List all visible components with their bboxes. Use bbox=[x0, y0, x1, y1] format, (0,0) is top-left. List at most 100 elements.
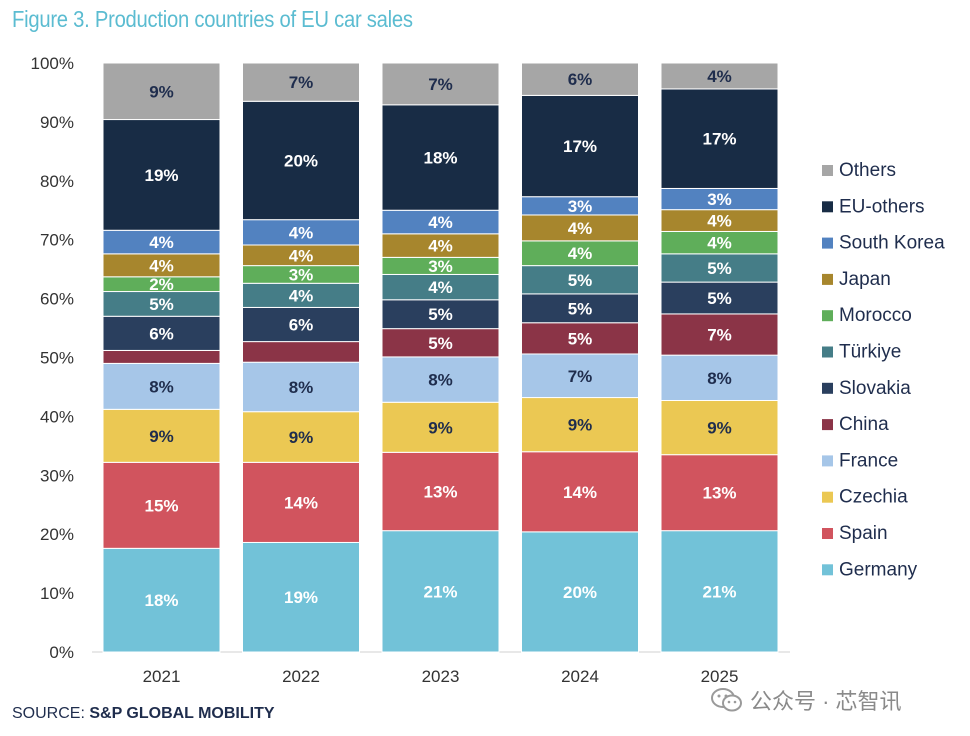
data-label: 15% bbox=[144, 496, 178, 515]
legend-swatch bbox=[822, 382, 833, 394]
data-label: 3% bbox=[428, 257, 453, 276]
x-tick-label: 2023 bbox=[422, 667, 460, 686]
legend-item: Morocco bbox=[822, 305, 912, 326]
data-label: 5% bbox=[568, 271, 593, 290]
y-tick-label: 80% bbox=[40, 172, 74, 191]
data-label: 17% bbox=[702, 130, 736, 149]
data-label: 7% bbox=[428, 75, 453, 94]
data-label: 3% bbox=[289, 265, 314, 284]
bar-segment bbox=[242, 411, 360, 463]
data-label: 17% bbox=[563, 137, 597, 156]
data-label: 4% bbox=[289, 246, 314, 265]
y-tick-label: 20% bbox=[40, 525, 74, 544]
data-label: 7% bbox=[568, 367, 593, 386]
data-label: 8% bbox=[289, 378, 314, 397]
x-tick-label: 2024 bbox=[561, 667, 599, 686]
bar-stack-2023: 21%13%9%8%5%5%4%3%4%4%18%7% bbox=[381, 62, 500, 653]
legend-item: Germany bbox=[822, 559, 918, 580]
data-label: 4% bbox=[289, 286, 314, 305]
data-label: 5% bbox=[428, 334, 453, 353]
data-label: 7% bbox=[707, 326, 732, 345]
data-label: 14% bbox=[563, 483, 597, 502]
legend-label: Slovakia bbox=[839, 378, 911, 399]
bar-segment bbox=[521, 293, 639, 324]
legend-item: EU-others bbox=[822, 196, 925, 217]
bar-segment bbox=[660, 354, 779, 401]
bar-segment bbox=[521, 240, 639, 267]
bar-segment bbox=[242, 219, 360, 246]
data-label: 9% bbox=[289, 428, 314, 447]
legend-swatch bbox=[822, 564, 833, 576]
data-label: 6% bbox=[149, 324, 174, 343]
y-tick-label: 100% bbox=[31, 54, 74, 73]
data-label: 4% bbox=[428, 278, 453, 297]
data-label: 5% bbox=[568, 329, 593, 348]
legend-label: Türkiye bbox=[839, 342, 901, 363]
bar-segment bbox=[242, 461, 360, 543]
bar-segment bbox=[102, 315, 221, 351]
watermark-text: 公众号 · 芯智讯 bbox=[750, 689, 902, 714]
data-label: 9% bbox=[568, 416, 593, 435]
data-label: 20% bbox=[284, 151, 318, 170]
chart-title: Figure 3. Production countries of EU car… bbox=[12, 6, 413, 32]
bar-segment bbox=[521, 451, 639, 533]
legend-swatch bbox=[822, 528, 833, 539]
bar-segment bbox=[521, 62, 639, 96]
legend-swatch bbox=[822, 346, 833, 358]
wechat-icon bbox=[711, 688, 742, 712]
data-label: 4% bbox=[149, 233, 174, 252]
data-label: 4% bbox=[707, 234, 732, 253]
bar-segment bbox=[242, 282, 360, 308]
y-tick-label: 30% bbox=[40, 466, 74, 485]
data-label: 8% bbox=[428, 371, 453, 390]
bar-segment bbox=[521, 531, 639, 653]
x-axis: 2021 2022 2023 2024 2025 bbox=[143, 667, 739, 686]
data-label: 6% bbox=[568, 70, 593, 89]
legend-swatch bbox=[822, 165, 833, 176]
data-label: 2% bbox=[149, 275, 174, 294]
chart-legend: Others EU-others South Korea Japan Morocco Tü… bbox=[822, 160, 945, 580]
bar-segment bbox=[521, 265, 639, 295]
legend-item: Czechia bbox=[822, 487, 908, 508]
data-label: 4% bbox=[428, 237, 453, 256]
legend-swatch bbox=[822, 273, 833, 285]
bar-segment bbox=[381, 356, 500, 403]
legend-item: South Korea bbox=[822, 233, 945, 254]
data-label: 7% bbox=[289, 73, 314, 92]
bar-segment bbox=[242, 100, 360, 221]
y-tick-label: 0% bbox=[49, 643, 74, 662]
legend-swatch bbox=[822, 491, 833, 503]
data-label: 8% bbox=[707, 369, 732, 388]
y-tick-label: 50% bbox=[40, 349, 74, 368]
y-tick-label: 40% bbox=[40, 407, 74, 426]
bar-segment bbox=[102, 62, 221, 121]
data-label: 9% bbox=[149, 82, 174, 101]
legend-label: South Korea bbox=[839, 233, 945, 254]
legend-swatch bbox=[822, 201, 833, 213]
bar-segment bbox=[381, 62, 500, 106]
data-label: 4% bbox=[707, 67, 732, 86]
legend-swatch bbox=[822, 419, 833, 431]
data-label: 18% bbox=[423, 149, 457, 168]
bar-segment bbox=[102, 362, 221, 410]
legend-label: China bbox=[839, 414, 889, 435]
data-label: 8% bbox=[149, 377, 174, 396]
bar-segment bbox=[102, 291, 221, 317]
bar-segment bbox=[242, 62, 360, 102]
data-label: 4% bbox=[149, 256, 174, 275]
bar-segment bbox=[102, 119, 221, 231]
data-label: 13% bbox=[702, 484, 736, 503]
data-label: 4% bbox=[428, 213, 453, 232]
bar-segment bbox=[660, 313, 779, 356]
bar-segment bbox=[381, 328, 500, 358]
bar-segment bbox=[381, 299, 500, 330]
data-label: 5% bbox=[707, 289, 732, 308]
data-label: 5% bbox=[568, 299, 593, 318]
bar-segment bbox=[660, 454, 779, 532]
y-tick-label: 10% bbox=[40, 584, 74, 603]
legend-item: Türkiye bbox=[822, 342, 901, 363]
legend-label: Germany bbox=[839, 559, 918, 580]
legend-item: France bbox=[822, 450, 898, 471]
bar-stack-2025: 21% 13% 9% 8% 7% 5% 5% 4% 4% 3% 17% 4% bbox=[660, 62, 779, 653]
legend-label: Czechia bbox=[839, 487, 908, 508]
